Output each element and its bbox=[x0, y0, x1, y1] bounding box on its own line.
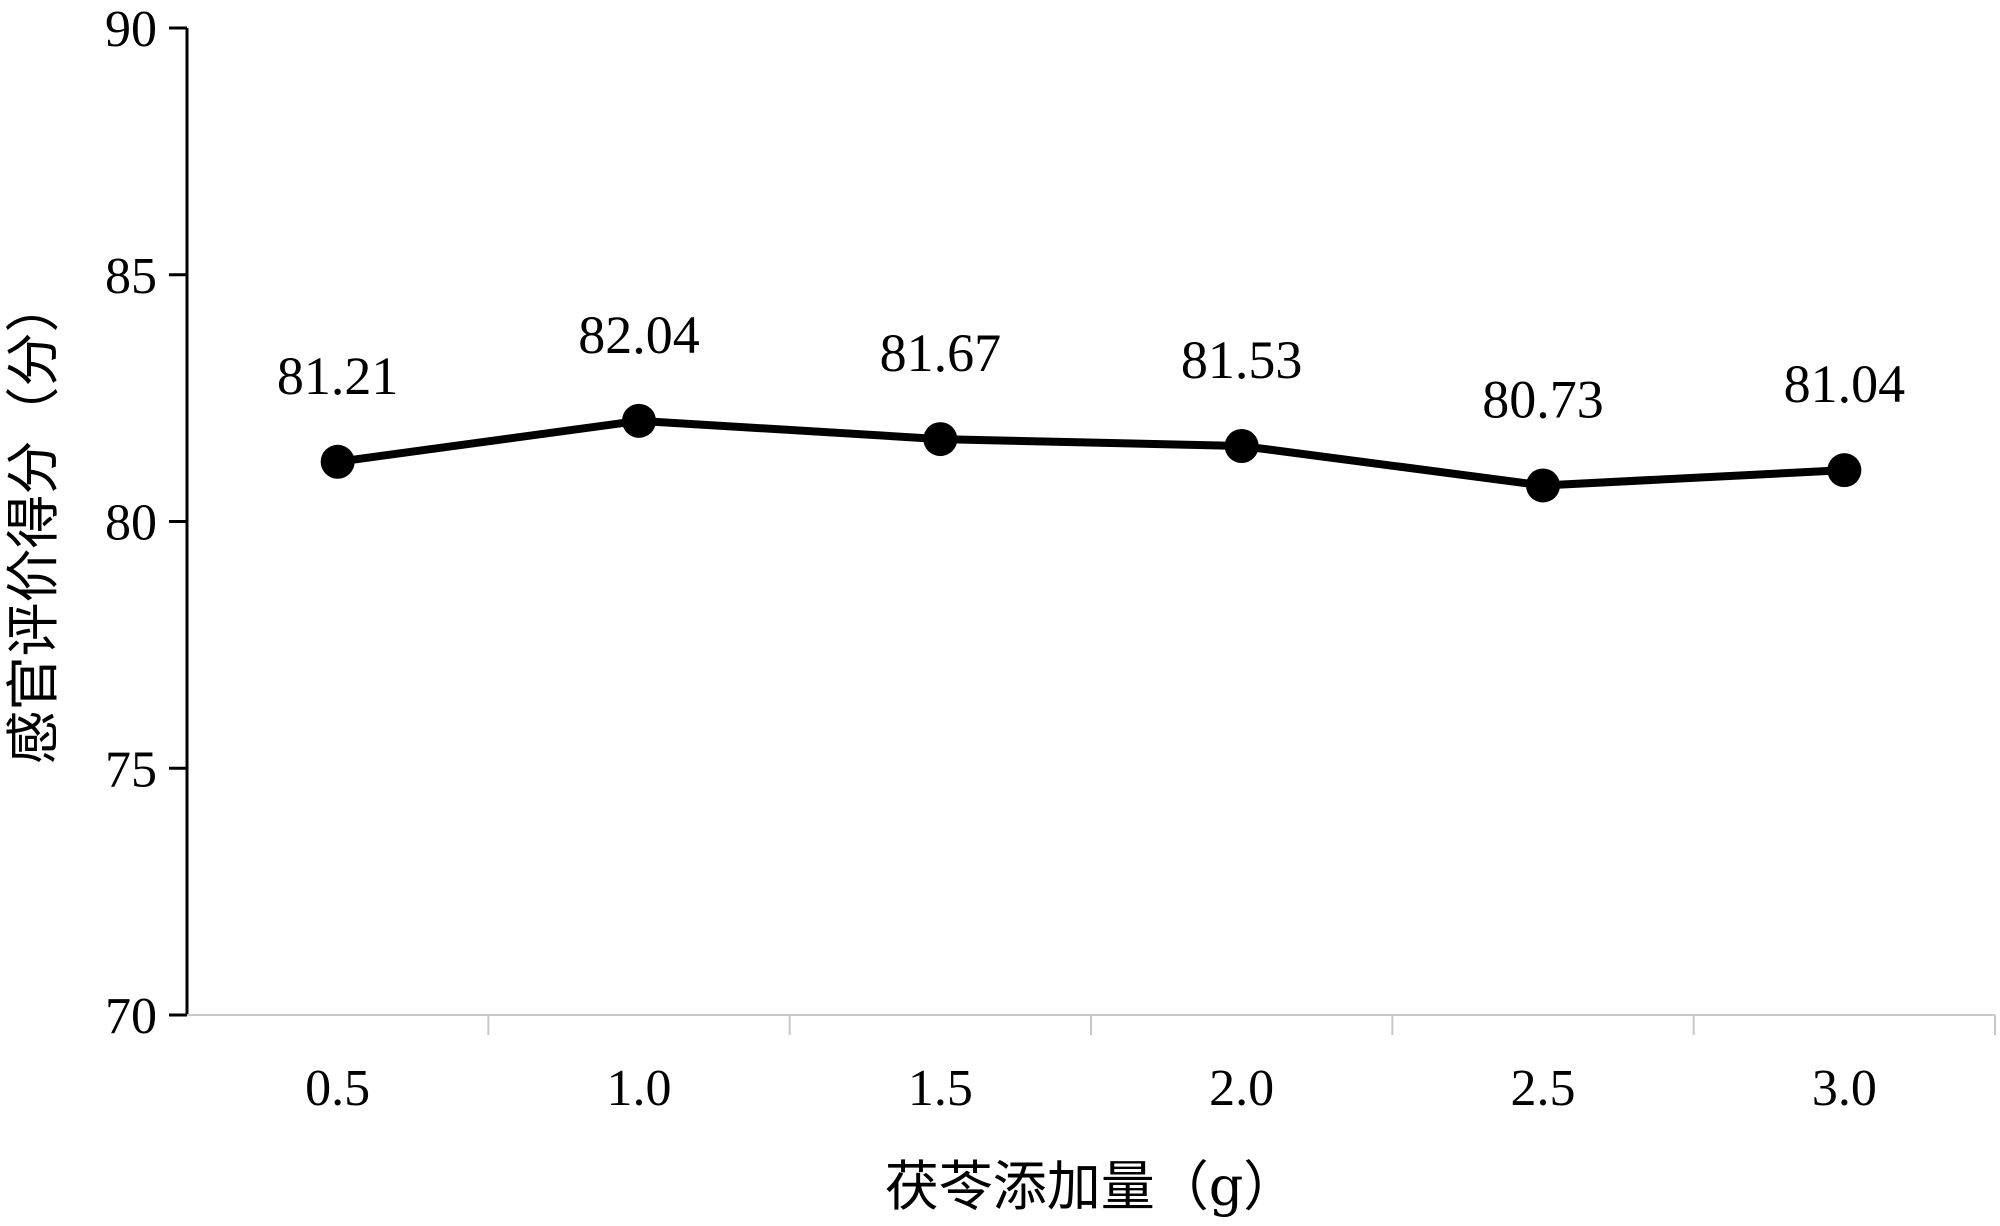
y-axis-title: 感官评价得分（分） bbox=[2, 279, 65, 765]
data-label: 80.73 bbox=[1482, 369, 1604, 429]
y-tick-label: 80 bbox=[105, 495, 157, 552]
data-point bbox=[1827, 453, 1862, 488]
x-axis-title: 茯苓添加量（g） bbox=[885, 1155, 1298, 1218]
data-label: 81.67 bbox=[880, 323, 1002, 383]
x-tick-label: 2.0 bbox=[1209, 1060, 1274, 1117]
data-label: 81.04 bbox=[1784, 354, 1906, 414]
data-label: 81.53 bbox=[1181, 330, 1303, 390]
y-tick-label: 70 bbox=[105, 988, 157, 1045]
y-tick-label: 90 bbox=[105, 1, 157, 58]
series-polyline bbox=[337, 416, 1845, 490]
x-tick-label: 1.0 bbox=[607, 1060, 672, 1117]
data-point bbox=[320, 444, 355, 479]
data-point bbox=[1224, 428, 1259, 463]
x-tick-label: 0.5 bbox=[305, 1060, 370, 1117]
x-tick-label: 2.5 bbox=[1511, 1060, 1576, 1117]
y-axis: 70 75 80 85 90 bbox=[105, 1, 189, 1045]
y-tick-label: 85 bbox=[105, 248, 157, 305]
x-tick-label: 3.0 bbox=[1812, 1060, 1877, 1117]
y-tick-label: 75 bbox=[105, 741, 157, 798]
data-labels: 81.21 82.04 81.67 81.53 80.73 81.04 bbox=[277, 305, 1905, 430]
data-point bbox=[622, 403, 656, 438]
data-label: 82.04 bbox=[578, 305, 700, 365]
data-label: 81.21 bbox=[277, 346, 399, 406]
x-tick-label: 1.5 bbox=[908, 1060, 973, 1117]
data-point bbox=[1526, 468, 1560, 503]
series-line bbox=[320, 403, 1862, 503]
x-axis: 0.5 1.0 1.5 2.0 2.5 3.0 bbox=[187, 1014, 1996, 1117]
data-point bbox=[923, 422, 958, 457]
